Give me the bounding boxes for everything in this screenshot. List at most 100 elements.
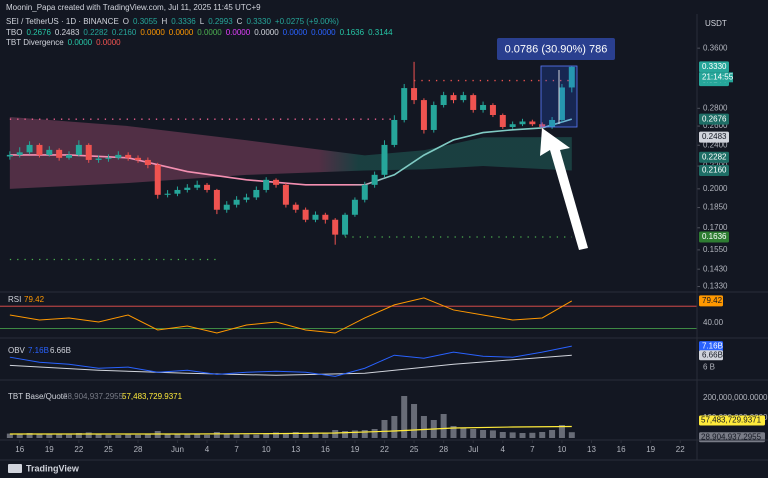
volume-value: 28,904,937.2955 [63,392,124,401]
indicator-value: 0.0000 [254,28,279,37]
x-tick-label: 4 [205,445,210,454]
volume-title: TBT Base/Quote [8,392,68,401]
indicator-value: 0.2282 [83,28,108,37]
y-tick-label: 40.00 [703,318,724,327]
volume-bar [144,434,151,438]
obv-badge [699,341,723,352]
candle-body [243,197,250,200]
x-tick-label: 7 [234,445,239,454]
candle-body [450,95,457,101]
y-tick-label: 0.2400 [703,140,728,149]
x-tick-label: 13 [291,445,300,454]
price-badge-label: 0.1636 [702,232,727,241]
volume-badge-label: 57,483,729.9371 [701,416,762,425]
volume-bar [174,434,181,438]
volume-bar [115,435,122,438]
obv-badge [699,350,723,361]
obv-badge-label: 6.66B [702,350,723,359]
candle-body [223,204,230,210]
x-tick-label: 13 [587,445,596,454]
volume-bar [26,433,33,438]
logo-icon [8,464,22,473]
price-badge-label: 0.3330 [702,62,727,71]
countdown-badge [699,72,733,83]
candle-body [282,184,289,205]
candle-body [460,95,467,101]
price-badge [699,131,729,143]
volume-bar [302,433,309,438]
divergence-row: TBT Divergence 0.0000 0.0000 [6,38,121,47]
volume-ma-line [9,425,572,435]
candle-body [371,174,378,185]
volume-bar [282,433,289,438]
candle-body [332,219,339,235]
candle-body [292,204,299,210]
volume-bar [509,432,516,438]
volume-bar [332,430,339,438]
x-tick-label: 10 [557,445,566,454]
volume-bar [529,432,536,438]
volume-bar [460,428,467,438]
candle-body [105,157,112,159]
volume-bar [194,434,201,438]
x-tick-label: 25 [104,445,113,454]
candle-body [420,100,427,130]
obv-badge-label: 7.16B [702,341,723,350]
volume-bar [184,434,191,438]
candle-body [499,115,506,127]
volume-bar [470,429,477,438]
ohlc-value: 0.3055 [133,17,158,26]
x-tick-label: Jun [171,445,184,454]
measure-label-box [497,38,615,60]
candle-body [194,184,201,188]
volume-bar [253,434,260,438]
candle-body [391,119,398,145]
volume-bar [263,434,270,438]
candle-body [302,209,309,220]
obv-ma-line [9,354,572,376]
volume-bar [292,432,299,438]
candle-body [16,152,23,155]
candle-body [549,119,556,127]
candle-body [529,121,536,125]
volume-bar [499,432,506,438]
candle-body [519,121,526,125]
volume-bar [36,434,43,438]
volume-bar [568,432,575,438]
indicator-value: 0.0000 [311,28,336,37]
price-badge-label: 0.2282 [702,152,727,161]
candle-body [253,189,260,198]
price-badge [699,61,729,73]
candle-body [342,214,349,235]
candle-body [263,179,270,190]
indicator-name: TBO [6,28,23,37]
y-tick-label: 0.2000 [703,184,728,193]
candle-body [381,144,388,175]
candle-body [36,144,43,155]
candle-body [85,144,92,160]
candle-body [125,154,132,158]
volume-bar [6,433,13,438]
x-tick-label: 19 [45,445,54,454]
candle-body [135,157,142,160]
volume-bar [381,420,388,438]
tbo-row: TBO 0.2676 0.2483 0.2282 0.2160 0.0000 0.0000 0… [6,28,393,37]
candle-body [489,105,496,116]
candle-body [6,154,13,157]
watermark: Moonin_Papa created with TradingView.com… [6,3,261,12]
volume-bar [16,434,23,438]
y-tick-label: 0.2600 [703,121,728,130]
volume-bar [361,430,368,438]
y-tick-label: 0.1850 [703,203,728,212]
volume-bar [549,430,556,438]
indicator-value: 0.0000 [140,28,165,37]
volume-bar [440,414,447,438]
ohlc-key: O [122,17,130,26]
rsi-value: 79.42 [24,295,45,304]
ohlc-value: 0.3336 [171,17,196,26]
candle-body [233,199,240,205]
volume-bar [164,434,171,438]
candle-body [26,144,33,153]
ohlc-key: C [236,17,243,26]
candle-body [539,124,546,127]
